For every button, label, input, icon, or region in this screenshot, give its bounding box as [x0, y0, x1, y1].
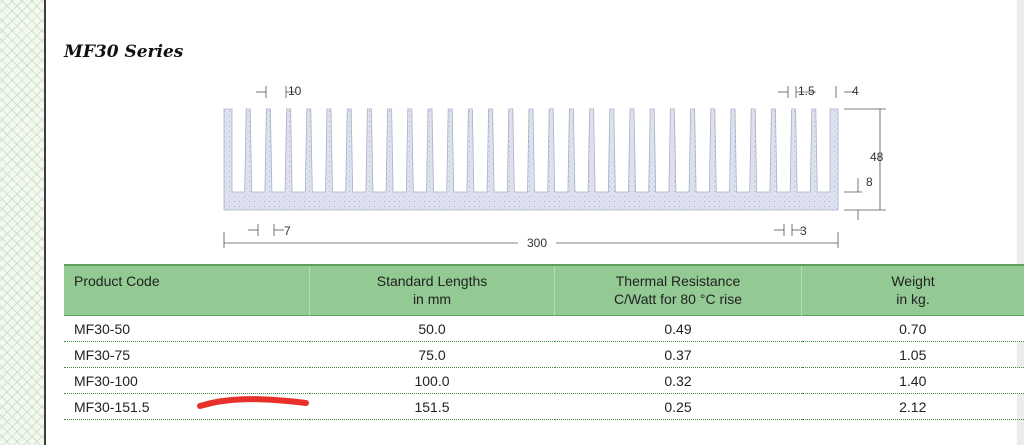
dim-height [844, 108, 886, 211]
dim-fin-pitch [256, 86, 296, 98]
dim-fin-pitch-label: 10 [288, 84, 302, 98]
dim-fin-root-label: 7 [284, 224, 291, 238]
cell-product-code: MF30-100 [64, 367, 310, 394]
dim-base-label: 8 [866, 175, 873, 189]
dim-width [223, 232, 839, 248]
cell-product-code: MF30-50 [64, 315, 310, 342]
dim-fin-root [248, 224, 284, 236]
col-header-weight: Weight in kg. [801, 265, 1024, 316]
header-line: in mm [412, 291, 452, 307]
header-line: Weight [891, 273, 935, 289]
table-row: MF30-151.5 151.5 0.25 2.12 [64, 393, 1024, 420]
dim-height-label: 48 [870, 150, 884, 164]
cell-standard-length: 151.5 [309, 393, 555, 420]
content-left-border [44, 0, 46, 445]
cell-standard-length: 100.0 [309, 367, 555, 394]
cell-weight: 0.70 [801, 315, 1024, 342]
col-header-product-code: Product Code [64, 265, 310, 316]
cell-weight: 1.05 [801, 341, 1024, 368]
cell-thermal-resistance: 0.37 [554, 341, 802, 368]
cell-standard-length: 50.0 [309, 315, 555, 342]
header-line: in kg. [896, 291, 930, 307]
heatsink-profile-drawing: 10 1.5 4 48 8 7 3 300 [223, 84, 886, 250]
cell-thermal-resistance: 0.32 [554, 367, 802, 394]
dim-base [844, 178, 862, 220]
dim-end-root-label: 3 [800, 224, 807, 238]
cell-thermal-resistance: 0.49 [554, 315, 802, 342]
dim-end-root [774, 224, 802, 236]
header-line: C/Watt for 80 °C rise [614, 291, 742, 307]
col-header-thermal-resistance: Thermal Resistance C/Watt for 80 °C rise [554, 265, 802, 316]
cell-thermal-resistance: 0.25 [554, 393, 802, 420]
header-line: Standard Lengths [376, 273, 488, 289]
cell-product-code: MF30-75 [64, 341, 310, 368]
cell-weight: 2.12 [801, 393, 1024, 420]
cell-standard-length: 75.0 [309, 341, 555, 368]
red-highlight-annotation [197, 396, 309, 409]
dim-width-label: 300 [527, 236, 547, 250]
right-scroll-edge [1017, 0, 1024, 445]
product-spec-table: Product Code Standard Lengths in mm Ther… [64, 264, 1024, 420]
table-row: MF30-100 100.0 0.32 1.40 [64, 367, 1024, 394]
dim-fin-tip [778, 86, 854, 98]
dim-fin-tip-label: 1.5 [798, 84, 815, 98]
table-row: MF30-75 75.0 0.37 1.05 [64, 341, 1024, 368]
header-line: Product Code [74, 273, 160, 289]
side-pattern-panel [0, 0, 44, 445]
table-row: MF30-50 50.0 0.49 0.70 [64, 315, 1024, 342]
cell-weight: 1.40 [801, 367, 1024, 394]
series-title: MF30 Series [64, 42, 184, 62]
table-header-row: Product Code Standard Lengths in mm Ther… [64, 265, 1024, 316]
dim-end-fin-label: 4 [852, 84, 859, 98]
col-header-standard-lengths: Standard Lengths in mm [309, 265, 555, 316]
header-line: Thermal Resistance [615, 273, 741, 289]
heatsink-profile [223, 108, 839, 211]
